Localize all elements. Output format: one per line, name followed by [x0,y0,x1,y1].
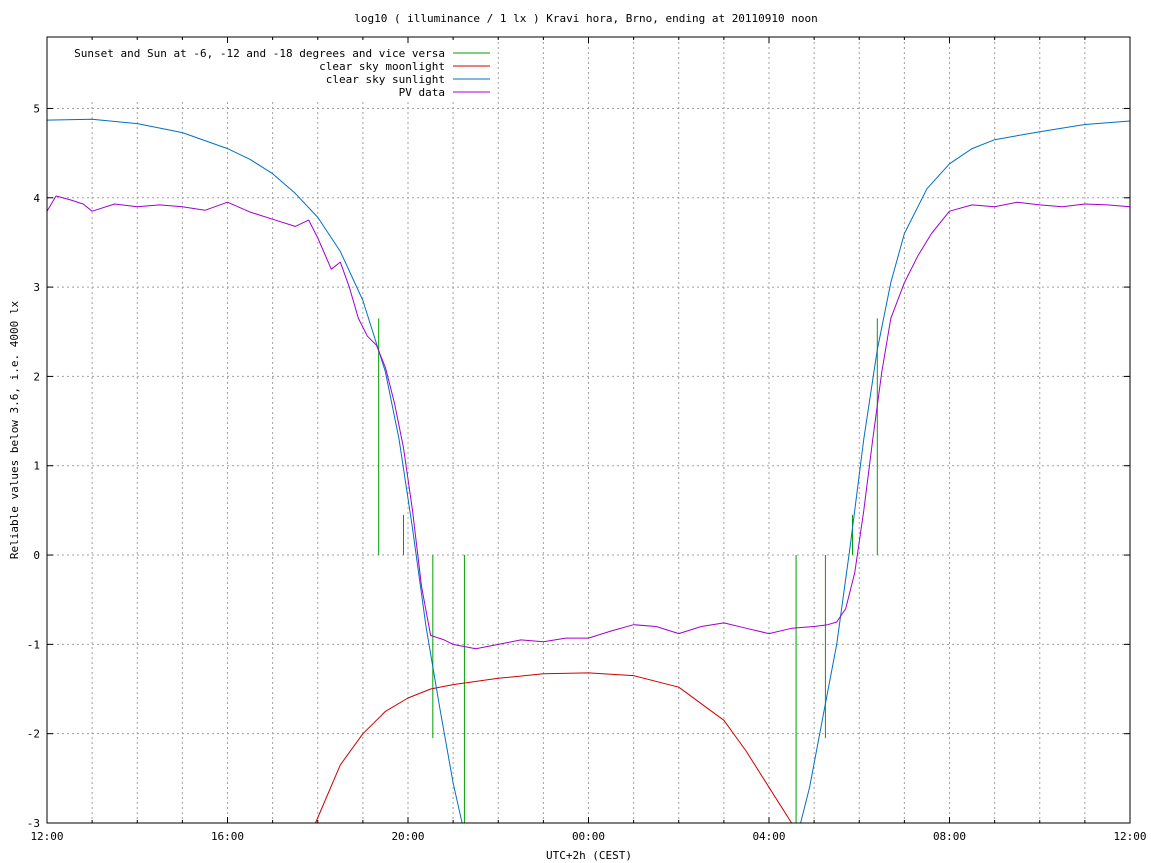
y-tick-label: 3 [33,281,40,294]
y-tick-label: 4 [33,192,40,205]
x-tick-label: 12:00 [30,830,63,843]
y-tick-label: 1 [33,460,40,473]
series-line-4 [46,195,1131,650]
series-line-2 [315,672,793,824]
legend-background [49,39,494,101]
x-tick-label: 20:00 [391,830,424,843]
series-line-3 [46,118,1131,824]
legend-label: Sunset and Sun at -6, -12 and -18 degree… [74,47,445,60]
y-axis-label: Reliable values below 3.6, i.e. 4000 lx [8,300,21,559]
x-tick-label: 04:00 [752,830,785,843]
x-tick-label: 12:00 [1113,830,1146,843]
y-tick-label: 2 [33,370,40,383]
legend: Sunset and Sun at -6, -12 and -18 degree… [74,47,490,99]
y-tick-label: 5 [33,102,40,115]
x-tick-label: 16:00 [211,830,244,843]
y-tick-label: -1 [27,638,40,651]
y-tick-label: -3 [27,817,40,830]
x-axis-label: UTC+2h (CEST) [546,849,632,862]
y-tick-label: 0 [33,549,40,562]
chart-title: log10 ( illuminance / 1 lx ) Kravi hora,… [354,12,818,25]
x-tick-label: 00:00 [572,830,605,843]
plot-border [46,36,1131,824]
series-layer [46,118,1131,824]
tick-layer: 12:00 16:00 20:00 00:00 04:00 08:00 12:00-3-2-… [27,37,1147,843]
y-tick-label: -2 [27,728,40,741]
legend-label: PV data [399,86,445,99]
grid-layer [47,37,1130,823]
x-tick-label: 08:00 [933,830,966,843]
legend-label: clear sky moonlight [319,60,445,73]
legend-label: clear sky sunlight [326,73,445,86]
